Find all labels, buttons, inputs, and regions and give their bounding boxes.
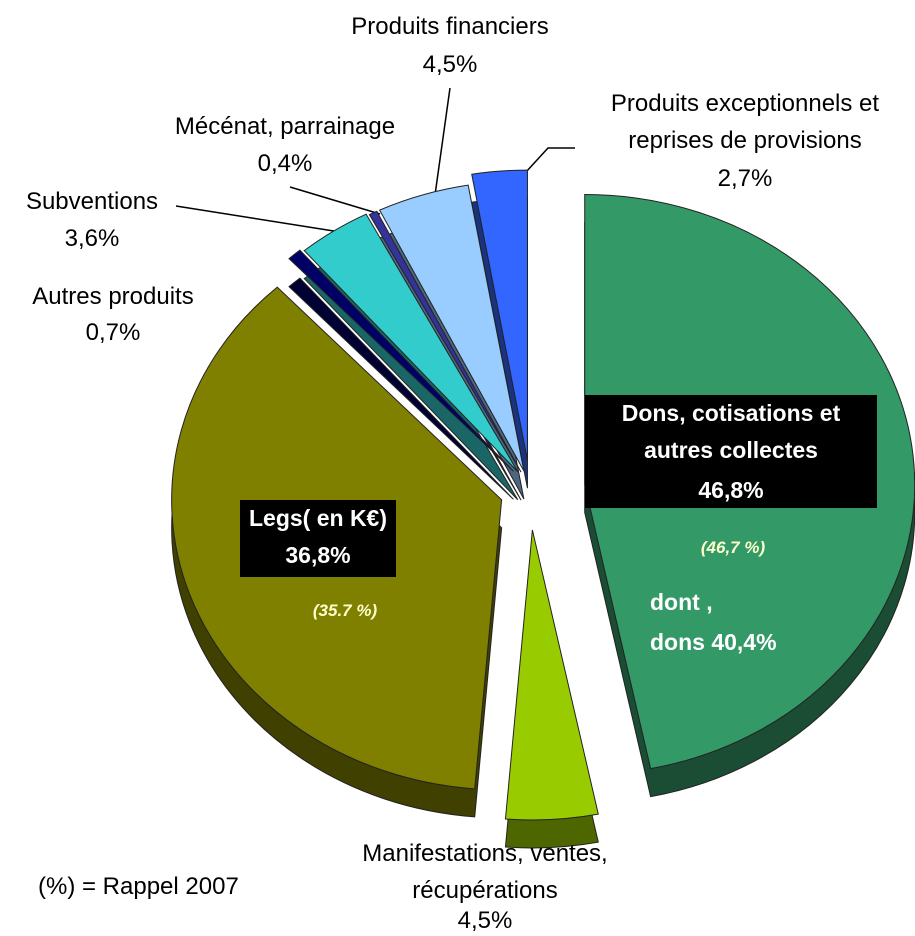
value-label: 2,7% xyxy=(718,165,773,192)
value-label: 4,5% xyxy=(458,907,513,934)
slice xyxy=(368,210,522,473)
label-box xyxy=(585,395,877,508)
leader-line xyxy=(434,87,451,196)
category-label: Autres produits xyxy=(32,283,193,310)
annotation: (46,7 %) xyxy=(701,538,766,557)
slice-side xyxy=(288,277,514,500)
category-label: Produits financiers xyxy=(351,13,548,40)
value-label: 0,7% xyxy=(86,319,141,346)
value-label: 46,8% xyxy=(698,477,763,503)
leader-line xyxy=(289,186,381,215)
slice xyxy=(471,169,528,461)
slice xyxy=(504,529,599,821)
label-box xyxy=(240,500,396,577)
annotation: (35.7 %) xyxy=(313,601,378,620)
slice xyxy=(378,184,525,472)
category-label: Legs( en K€) xyxy=(249,505,387,531)
annotation: dont , dons 40,4% xyxy=(650,589,777,655)
annotation: (%) = Rappel 2007 xyxy=(38,873,239,900)
slice xyxy=(288,249,514,472)
leader-line xyxy=(175,205,341,233)
value-label: 3,6% xyxy=(65,225,120,252)
category-label: Subventions xyxy=(26,188,158,215)
value-label: 4,5% xyxy=(423,51,478,78)
category-label: Mécénat, parrainage xyxy=(175,113,395,140)
value-label: 36,8% xyxy=(285,542,350,568)
slice xyxy=(303,213,519,473)
category-label: Dons, cotisations et autres collectes xyxy=(622,400,841,463)
category-label: Manifestations, ventes, récupérations xyxy=(362,840,607,904)
value-label: 0,4% xyxy=(258,150,313,177)
category-label: Produits exceptionnels et reprises de pro… xyxy=(611,90,879,154)
